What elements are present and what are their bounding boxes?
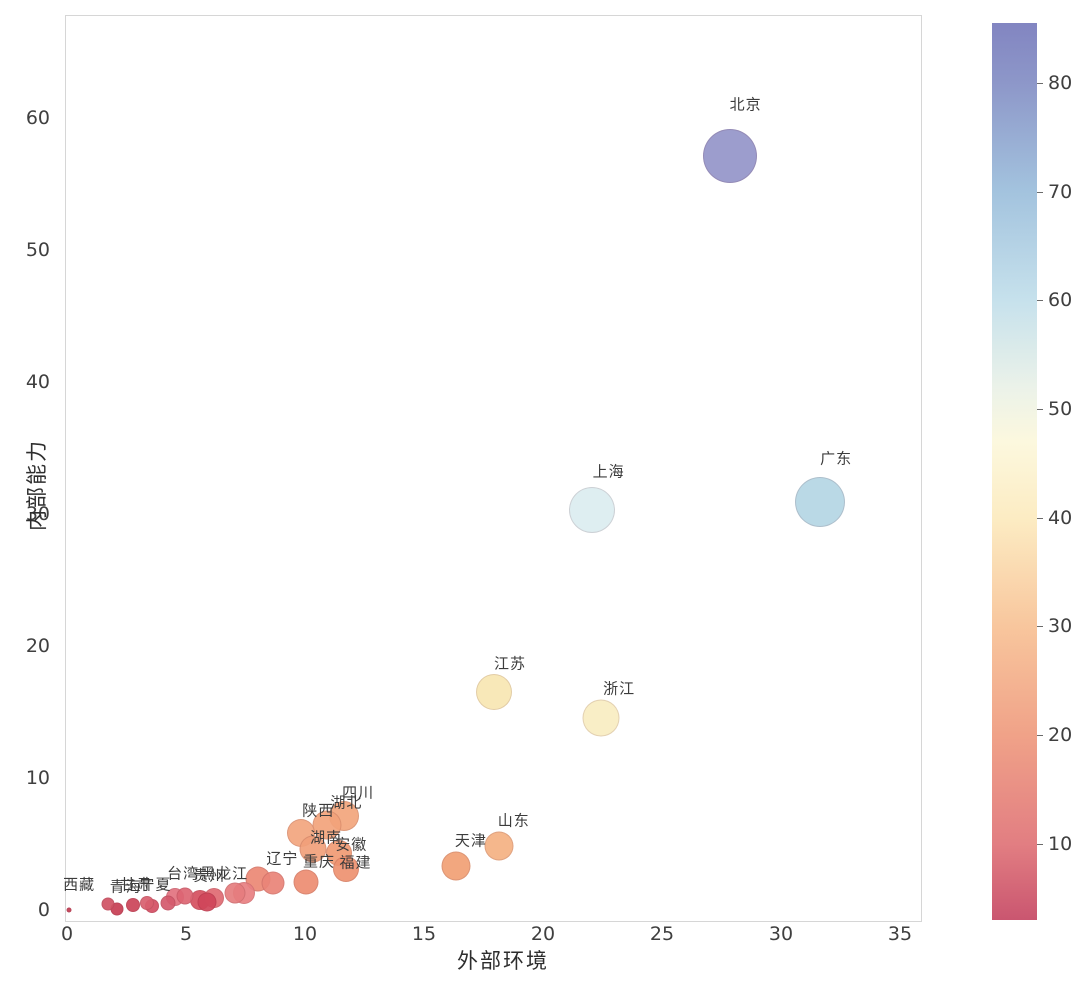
bubble-province — [197, 892, 217, 912]
y-tick-40: 40 — [25, 371, 50, 393]
bubble-重庆 — [293, 869, 319, 895]
colorbar-tick-mark-60 — [1037, 300, 1043, 302]
point-label-黑龙江: 黑龙江 — [200, 864, 249, 883]
plot-area: 北京广东上海浙江 江苏山东 天津 四川 湖北 陕西湖南 安徽 福建 重庆 辽宁 黑龙江 贵州 台湾 宁夏甘… — [63, 15, 922, 922]
y-tick-30: 30 — [25, 503, 50, 525]
point-label-贵州: 贵州 — [193, 866, 226, 885]
bubble-province — [224, 882, 246, 904]
bubble-山东 — [484, 831, 514, 861]
point-label-天津: 天津 — [454, 831, 487, 850]
colorbar-tick-40: 40 — [1048, 506, 1073, 529]
y-tick-0: 0 — [37, 899, 50, 921]
point-labels-layer: 北京广东上海浙江 江苏山东 天津 四川 湖北 陕西湖南 安徽 福建 重庆 辽宁 黑龙江 贵州 台湾 宁夏甘… — [63, 16, 921, 921]
point-label-甘肃: 甘肃 — [120, 875, 153, 894]
x-tick-5: 5 — [179, 923, 193, 945]
y-axis-title: 内部能力 — [25, 439, 49, 531]
bubble-北京 — [702, 128, 757, 183]
colorbar-tick-mark-10 — [1037, 843, 1043, 845]
bubble-湖北 — [312, 810, 342, 840]
point-label-上海: 上海 — [592, 462, 625, 481]
point-label-台湾: 台湾 — [167, 864, 200, 883]
bubble-福建 — [333, 855, 360, 882]
point-label-江苏: 江苏 — [494, 654, 527, 673]
bubble-西藏 — [66, 907, 72, 913]
point-label-陕西: 陕西 — [302, 801, 335, 820]
point-label-宁夏: 宁夏 — [139, 875, 172, 894]
bubble-湖南 — [299, 835, 327, 863]
x-tick-0: 0 — [60, 923, 74, 945]
colorbar: 10 20 30 40 50 60 70 80 — [992, 23, 1072, 920]
x-tick-30: 30 — [768, 923, 794, 945]
colorbar-tick-mark-80 — [1037, 82, 1043, 84]
point-label-湖南: 湖南 — [310, 828, 343, 847]
colorbar-tick-60: 60 — [1048, 289, 1073, 312]
point-label-西藏: 西藏 — [63, 875, 96, 894]
x-tick-15: 15 — [411, 923, 437, 945]
colorbar-tick-10: 10 — [1048, 832, 1073, 855]
point-label-广东: 广东 — [820, 449, 853, 468]
bubble-广东 — [795, 476, 846, 527]
bubble-province — [101, 897, 115, 911]
bubble-浙江 — [582, 699, 620, 737]
x-tick-10: 10 — [292, 923, 318, 945]
colorbar-tick-mark-50 — [1037, 408, 1043, 410]
colorbar-tick-70: 70 — [1048, 180, 1073, 203]
bubble-江苏 — [476, 673, 513, 710]
colorbar-tick-80: 80 — [1048, 71, 1073, 94]
colorbar-tick-mark-70 — [1037, 191, 1043, 193]
bubble-province — [176, 887, 194, 905]
colorbar-tick-mark-40 — [1037, 517, 1043, 519]
point-label-湖北: 湖北 — [330, 793, 363, 812]
colorbar-tick-50: 50 — [1048, 397, 1073, 420]
y-tick-10: 10 — [25, 767, 50, 789]
point-label-青海: 青海 — [109, 877, 142, 896]
point-label-山东: 山东 — [497, 811, 530, 830]
bubbles-layer — [66, 16, 921, 921]
x-tick-25: 25 — [649, 923, 675, 945]
point-label-浙江: 浙江 — [603, 679, 636, 698]
x-axis-title: 外部环境 — [457, 949, 549, 973]
bubble-province — [160, 895, 176, 911]
bubble-province — [261, 871, 285, 895]
bubble-天津 — [441, 851, 471, 881]
colorbar-tick-20: 20 — [1048, 724, 1073, 747]
colorbar-tick-mark-20 — [1037, 735, 1043, 737]
y-tick-20: 20 — [25, 635, 50, 657]
point-label-辽宁: 辽宁 — [266, 849, 299, 868]
point-label-北京: 北京 — [729, 95, 762, 114]
point-label-重庆: 重庆 — [302, 852, 336, 871]
bubble-四川 — [329, 800, 360, 831]
x-tick-35: 35 — [887, 923, 913, 945]
point-label-福建: 福建 — [339, 853, 372, 872]
point-label-安徽: 安徽 — [335, 835, 368, 854]
bubble-上海 — [568, 486, 615, 533]
colorbar-tick-mark-30 — [1037, 626, 1043, 628]
point-label-四川: 四川 — [342, 783, 375, 802]
y-tick-50: 50 — [25, 239, 50, 261]
x-tick-20: 20 — [530, 923, 556, 945]
y-tick-60: 60 — [25, 107, 50, 129]
colorbar-tick-30: 30 — [1048, 615, 1073, 638]
bubble-province — [139, 896, 154, 911]
